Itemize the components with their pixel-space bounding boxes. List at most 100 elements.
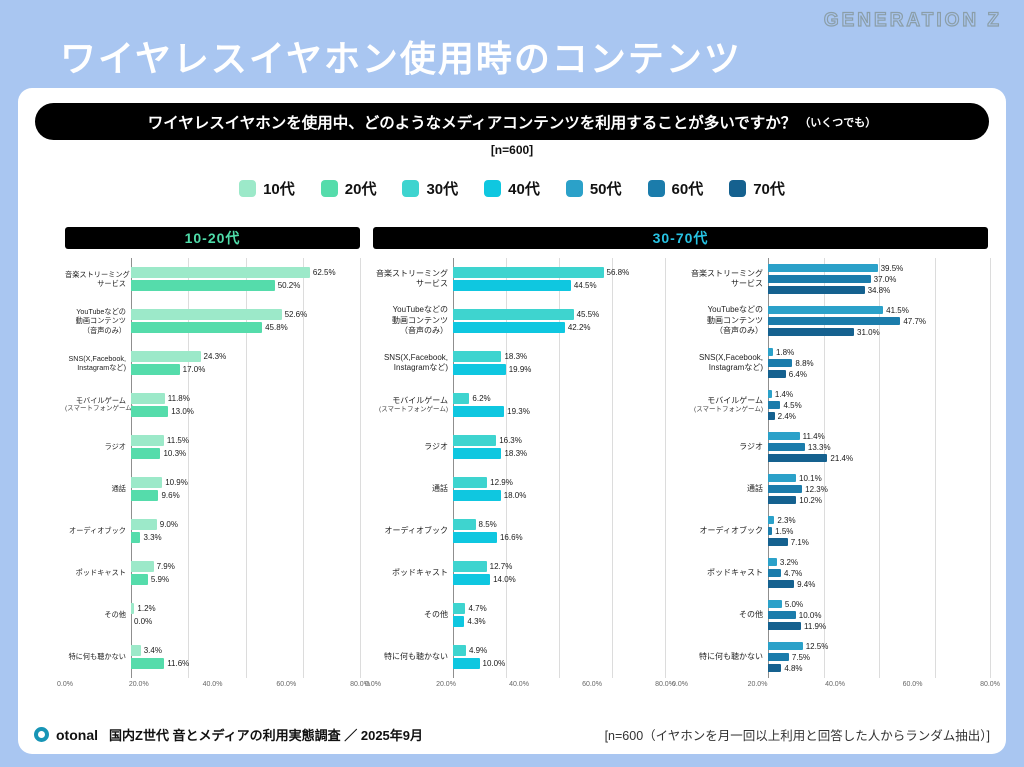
bar-value: 37.0% <box>873 274 897 284</box>
gridline <box>245 594 247 636</box>
axis-tick: 0.0% <box>57 681 73 688</box>
gridline <box>506 552 507 594</box>
gridline <box>506 258 507 300</box>
gridline <box>188 552 190 594</box>
gridline <box>665 258 666 300</box>
chart-panel-50-70: 音楽ストリーミング サービス 39.5% 37.0% 34.8% YouTubeなどの 動画… <box>672 258 1000 693</box>
bar-50代 <box>768 474 797 482</box>
category-label: ラジオ <box>739 441 763 451</box>
gridline <box>559 342 560 384</box>
bar-value: 10.9% <box>165 478 188 487</box>
axis-tick: 60.0% <box>582 681 602 688</box>
gridline <box>453 258 454 300</box>
gridline <box>131 594 132 636</box>
gridline <box>188 636 190 678</box>
legend-label: 50代 <box>589 181 622 198</box>
gridline <box>453 510 454 552</box>
bar-value: 4.8% <box>784 663 803 673</box>
bar-40代 <box>453 490 501 501</box>
gridline <box>990 552 991 594</box>
bar-value: 4.7% <box>468 604 487 613</box>
legend-label: 10代 <box>263 181 295 198</box>
bar-40代 <box>453 280 571 291</box>
bar-value: 56.8% <box>606 268 630 277</box>
gridline <box>823 384 825 426</box>
gridline <box>245 384 247 426</box>
bar-value: 24.3% <box>203 352 227 361</box>
bar-50代 <box>768 600 782 608</box>
gridline <box>990 594 991 636</box>
axis-tick: 0.0% <box>365 681 381 688</box>
bar-value: 1.2% <box>137 604 156 613</box>
gridline <box>612 510 613 552</box>
otonal-logo-text: otonal <box>56 726 98 743</box>
gridline <box>131 384 132 426</box>
bar-value: 7.1% <box>790 537 809 547</box>
gridline <box>188 594 190 636</box>
legend-swatch <box>565 180 583 197</box>
bar-value: 1.8% <box>775 347 795 357</box>
bar-value: 6.2% <box>472 394 491 403</box>
gridline <box>559 468 560 510</box>
gridline <box>934 468 936 510</box>
bar-20代 <box>131 322 263 333</box>
gridline <box>990 384 991 426</box>
bar-value: 45.5% <box>576 310 600 319</box>
bar-value: 21.4% <box>830 453 854 463</box>
bar-40代 <box>453 322 565 333</box>
bar-40代 <box>453 364 506 375</box>
chart-row: SNS(X,Facebook, Instagramなど) 24.3% 17.0% <box>65 342 361 384</box>
gridline <box>506 426 507 468</box>
gridline <box>879 510 880 552</box>
bar-value: 4.3% <box>467 617 486 626</box>
bar-value: 16.6% <box>499 533 523 542</box>
bar-10代 <box>131 393 165 404</box>
bar-value: 10.1% <box>799 473 822 483</box>
bar-30代 <box>453 645 466 656</box>
gridline <box>506 594 507 636</box>
bar-value: 12.7% <box>489 562 513 571</box>
gridline <box>559 510 560 552</box>
bar-20代 <box>131 490 159 501</box>
chart-row: 特に何も聴かない 4.9% 10.0% <box>373 636 666 678</box>
gridline <box>302 510 304 552</box>
gridline <box>559 300 560 342</box>
legend-item: 50代 <box>565 178 622 199</box>
bar-30代 <box>453 267 604 278</box>
gridline <box>360 468 361 510</box>
legend-label: 30代 <box>426 181 459 198</box>
bar-value: 4.7% <box>784 568 803 578</box>
legend-swatch <box>484 180 502 197</box>
gridline <box>302 258 304 300</box>
legend-label: 20代 <box>344 181 377 198</box>
bar-value: 16.3% <box>499 436 522 445</box>
chart-row: ポッドキャスト 3.2% 4.7% 9.4% <box>680 552 991 594</box>
gridline <box>879 258 880 300</box>
category-label: オーディオブック <box>69 526 126 536</box>
gridline <box>612 384 613 426</box>
bar-70代 <box>768 454 828 462</box>
bar-70代 <box>768 622 802 630</box>
gridline <box>879 468 880 510</box>
bar-60代 <box>768 401 781 409</box>
chart-rows: 音楽ストリーミング サービス 39.5% 37.0% 34.8% YouTubeなどの 動画… <box>680 258 991 678</box>
bar-10代 <box>131 351 201 362</box>
bar-value: 14.0% <box>493 575 516 584</box>
gridline <box>360 258 361 300</box>
gridline <box>612 300 613 342</box>
bar-30代 <box>453 519 476 530</box>
chart-panel-30-40: 音楽ストリーミング サービス 56.8% 44.5% YouTubeなどの 動画コンテンツ… <box>365 258 675 693</box>
category-label: オーディオブック <box>699 525 763 535</box>
gridline <box>559 636 560 678</box>
bar-value: 10.0% <box>482 659 506 668</box>
gridline <box>506 510 507 552</box>
gridline <box>360 300 361 342</box>
chart-row: 通話 12.9% 18.0% <box>373 468 666 510</box>
axis-tick: 80.0% <box>980 681 1000 688</box>
axis-tick: 40.0% <box>825 681 845 688</box>
gridline <box>360 636 361 678</box>
bar-40代 <box>453 574 491 585</box>
bar-40代 <box>453 448 502 459</box>
bar-value: 7.9% <box>156 562 175 571</box>
question-text: ワイヤレスイヤホンを使用中、どのようなメディアコンテンツを利用することが多いです… <box>147 114 797 132</box>
